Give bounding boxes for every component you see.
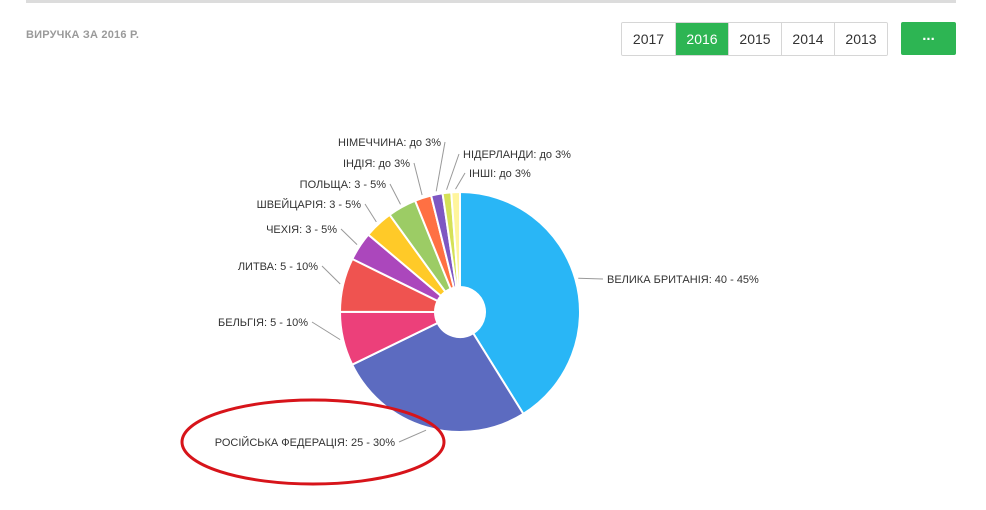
slice-label: РОСІЙСЬКА ФЕДЕРАЦІЯ: 25 - 30% (215, 436, 395, 449)
slice-label: НІМЕЧЧИНА: до 3% (338, 137, 441, 149)
year-button-2017[interactable]: 2017 (622, 23, 675, 55)
leader-line (398, 429, 427, 443)
highlight-ellipse (180, 398, 446, 486)
leader-line (340, 228, 358, 246)
leader-line (311, 321, 341, 341)
year-button-2016[interactable]: 2016 (675, 23, 728, 55)
leader-line (435, 141, 446, 192)
slice-label: ІНШІ: до 3% (469, 168, 531, 180)
top-divider (26, 0, 956, 3)
pie-slice[interactable] (350, 321, 525, 433)
more-years-button[interactable]: ... (901, 22, 956, 55)
slice-label: ІНДІЯ: до 3% (343, 158, 410, 170)
leader-line (455, 172, 466, 190)
year-button-2015[interactable]: 2015 (728, 23, 781, 55)
slice-label: ВЕЛИКА БРИТАНІЯ: 40 - 45% (607, 274, 759, 286)
leader-line (321, 265, 341, 285)
slice-label: ПОЛЬЩА: 3 - 5% (300, 179, 387, 191)
page-title: ВИРУЧКА ЗА 2016 Р. (26, 29, 140, 41)
year-selector: 2017 2016 2015 2014 2013 (621, 22, 888, 56)
pie-slice[interactable] (450, 190, 461, 289)
slice-label: ЧЕХІЯ: 3 - 5% (266, 224, 337, 236)
slice-label: БЕЛЬГІЯ: 5 - 10% (218, 317, 308, 329)
slice-label: ШВЕЙЦАРІЯ: 3 - 5% (257, 198, 362, 211)
year-button-2013[interactable]: 2013 (834, 23, 887, 55)
slice-label: ЛИТВА: 5 - 10% (238, 261, 318, 273)
leader-line (446, 153, 460, 190)
year-button-2014[interactable]: 2014 (781, 23, 834, 55)
leader-line (413, 162, 423, 196)
leader-line (578, 277, 604, 280)
leader-line (389, 183, 401, 205)
slice-label: НІДЕРЛАНДИ: до 3% (463, 149, 571, 161)
leader-line (364, 203, 377, 223)
